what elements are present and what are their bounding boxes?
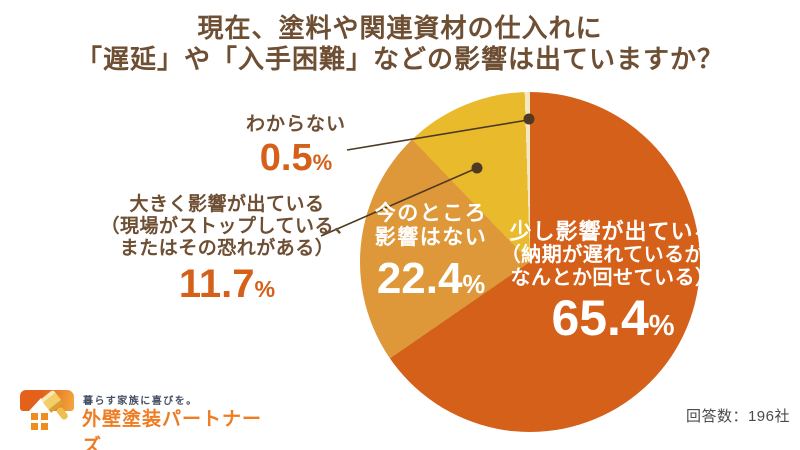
slice-label-text: （納期が遅れているが、 bbox=[500, 244, 726, 266]
house-windows-icon bbox=[31, 413, 48, 430]
respondents-count: 回答数：196社 bbox=[685, 408, 790, 425]
slice-label-text: 大きく影響が出ている bbox=[129, 194, 325, 215]
company-logo: 暮らす家族に喜びを。 外壁塗装パートナーズ bbox=[19, 383, 279, 450]
slice-label-text: 影響はない bbox=[374, 226, 488, 249]
slice-label-ookiku-eikyou: 大きく影響が出ている （現場がストップしている、 またはその恐れがある） 11.… bbox=[98, 194, 356, 310]
slice-percent: 22.4% bbox=[376, 254, 486, 303]
slice-label-text: またはその恐れがある） bbox=[119, 238, 335, 259]
slice-label-wakaranai: わからない 0.5% bbox=[201, 114, 391, 183]
page-title: 現在、塗料や関連資材の仕入れに 「遅延」や「入手困難」などの影響は出ていますか？ bbox=[0, 13, 800, 75]
slice-percent: 65.4% bbox=[551, 290, 675, 346]
slice-label-text: なんとか回せている） bbox=[510, 267, 716, 289]
slice-percent: 0.5% bbox=[259, 137, 333, 179]
logo-tagline: 暮らす家族に喜びを。 bbox=[83, 396, 198, 407]
page-title-line1: 現在、塗料や関連資材の仕入れに bbox=[197, 13, 603, 43]
slice-label-text: 少し影響が出ている bbox=[509, 219, 717, 244]
page-title-line2: 「遅延」や「入手困難」などの影響は出ていますか？ bbox=[75, 44, 724, 74]
slice-label-text: 今のところ bbox=[374, 202, 488, 225]
logo-company-name: 外壁塗装パートナーズ bbox=[82, 409, 263, 450]
slice-label-text: わからない bbox=[245, 114, 346, 135]
slice-percent: 11.7% bbox=[178, 262, 276, 306]
slice-label-text: （現場がストップしている、 bbox=[100, 216, 354, 237]
slice-label-sukoshi-eikyou: 少し影響が出ている （納期が遅れているが、 なんとか回せている） 65.4% bbox=[497, 219, 729, 351]
slice-label-ima-no-tokoro: 今のところ 影響はない 22.4% bbox=[346, 202, 516, 307]
